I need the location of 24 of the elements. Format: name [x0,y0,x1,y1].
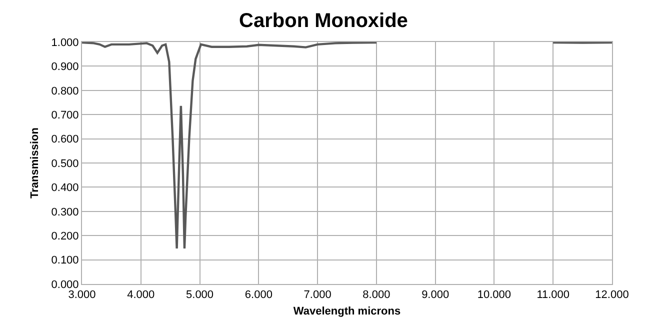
x-tick-label: 9.000 [422,289,450,302]
y-tick-label: 0.100 [51,254,79,267]
x-axis-title: Wavelength microns [293,305,401,318]
x-tick-label: 3.000 [68,289,96,302]
y-tick-label: 0.400 [51,182,79,194]
y-tick-label: 0.800 [51,85,79,98]
y-tick-label: 0.900 [51,61,79,74]
y-axis-title: Transmission [28,127,41,198]
y-tick-label: 0.500 [51,158,79,170]
y-tick-label: 0.700 [51,109,79,122]
y-tick-label: 0.000 [51,278,79,291]
y-tick-label: 0.600 [51,134,79,146]
x-tick-label: 12.000 [595,289,629,302]
y-tick-label: 1.000 [51,36,79,49]
x-tick-label: 7.000 [304,289,332,302]
x-tick-label: 8.000 [362,289,390,302]
chart-title: Carbon Monoxide [239,10,408,32]
x-tick-label: 10.000 [477,289,512,302]
y-tick-label: 0.300 [51,206,79,218]
y-tick-label: 0.200 [51,230,79,242]
x-tick-label: 11.000 [536,289,570,302]
x-tick-label: 5.000 [186,289,214,302]
x-tick-label: 4.000 [127,289,155,302]
x-tick-label: 6.000 [244,289,272,302]
